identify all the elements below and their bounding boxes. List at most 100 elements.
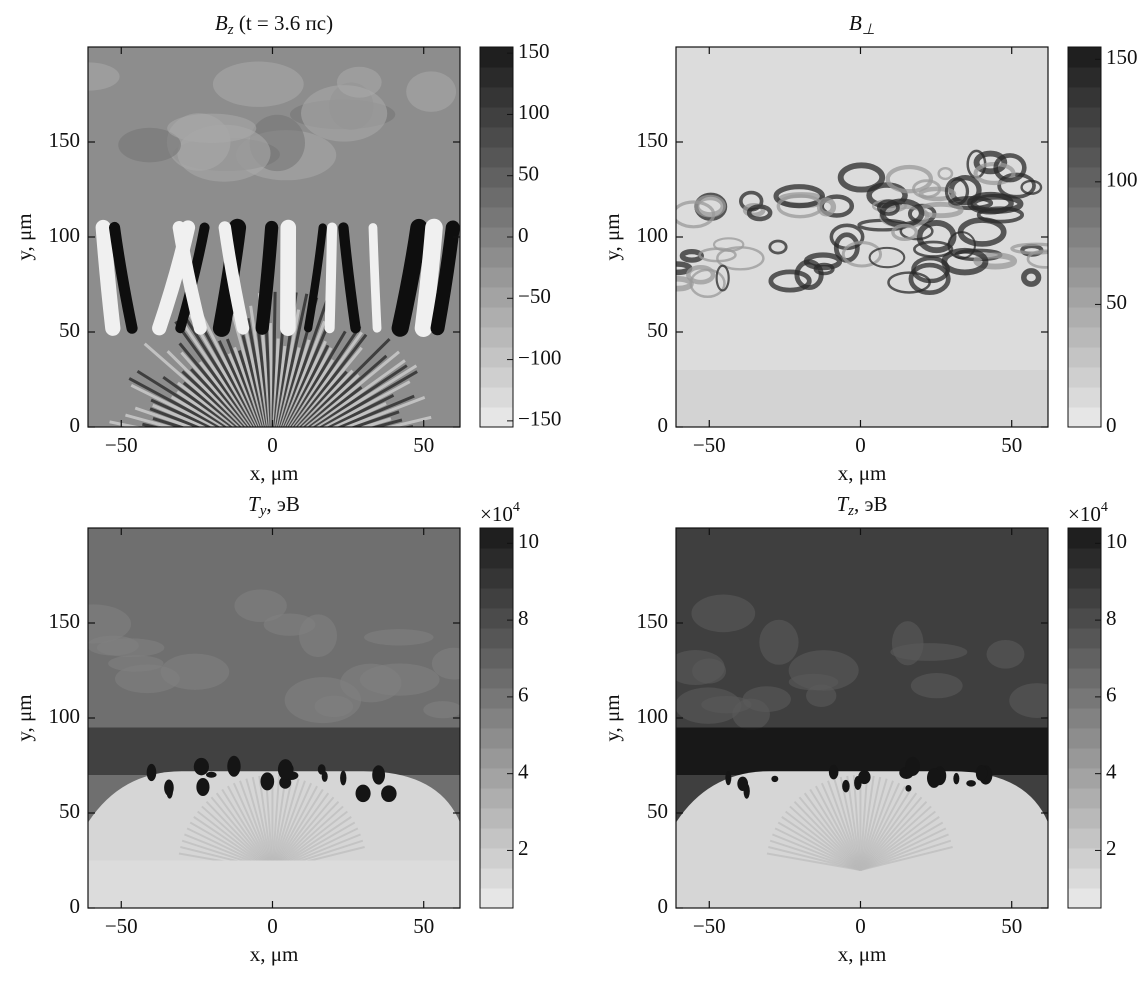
field-shading bbox=[300, 374, 360, 427]
colorbar-band bbox=[480, 387, 513, 408]
field-shading bbox=[331, 402, 387, 427]
colorbar-band bbox=[1068, 227, 1101, 248]
x-tick-label: 0 bbox=[855, 914, 866, 938]
colorbar-tick-label: 10 bbox=[1106, 529, 1127, 553]
colorbar-band bbox=[1068, 47, 1101, 68]
y-axis-label: y, μm bbox=[600, 213, 624, 260]
field-shading bbox=[816, 197, 837, 217]
field-shading bbox=[166, 350, 246, 427]
field-shading bbox=[355, 784, 371, 803]
colorbar-band bbox=[1068, 167, 1101, 188]
colorbar-band bbox=[1068, 147, 1101, 168]
field-shading bbox=[315, 364, 418, 427]
colorbar-tick-label: 100 bbox=[1106, 168, 1138, 192]
field-shading bbox=[916, 220, 957, 254]
field-shading bbox=[423, 701, 460, 719]
y-tick-label: 0 bbox=[70, 894, 81, 918]
field-shading bbox=[271, 792, 330, 871]
field-shading bbox=[182, 381, 241, 427]
field-shading bbox=[118, 127, 181, 163]
field-shading bbox=[277, 293, 309, 427]
field-shading bbox=[271, 810, 348, 871]
offset-base: ×10 bbox=[1068, 502, 1101, 526]
field-shading bbox=[292, 333, 368, 427]
field-shading bbox=[1010, 242, 1048, 255]
colorbar-offset: ×104 bbox=[1068, 500, 1108, 526]
field-shading bbox=[774, 827, 861, 871]
colorbar-band bbox=[480, 127, 513, 148]
title-symbol: T bbox=[836, 492, 849, 516]
title-symbol: T bbox=[248, 492, 261, 516]
field-shading bbox=[125, 413, 175, 427]
field-shading bbox=[95, 219, 121, 336]
y-axis-label: y, μm bbox=[12, 694, 36, 741]
colorbar-band bbox=[1068, 748, 1101, 769]
field-shading bbox=[828, 764, 839, 780]
panel-title: B⊥ bbox=[849, 11, 875, 39]
colorbar-frame bbox=[1067, 527, 1102, 909]
field-shading bbox=[860, 827, 947, 871]
field-shading bbox=[152, 417, 186, 427]
field-shading bbox=[268, 323, 274, 427]
field-shading bbox=[746, 204, 773, 222]
field-shading bbox=[271, 780, 306, 871]
colorbar-tick-label: 6 bbox=[1106, 683, 1117, 707]
heatmap bbox=[676, 528, 1048, 908]
y-axis-label: y, μm bbox=[600, 694, 624, 741]
x-tick-label: −50 bbox=[693, 914, 726, 938]
field-shading bbox=[1009, 683, 1048, 718]
field-shading bbox=[860, 846, 953, 871]
colorbar-band bbox=[480, 107, 513, 128]
field-shading bbox=[304, 223, 327, 333]
colorbar-tick-label: 4 bbox=[518, 759, 529, 783]
field-shading bbox=[839, 776, 862, 871]
title-subscript: ⊥ bbox=[862, 22, 875, 38]
field-shading bbox=[691, 594, 756, 633]
field-shading bbox=[249, 305, 270, 427]
title-subscript: y bbox=[258, 503, 267, 519]
field-shading bbox=[136, 369, 230, 427]
field-shading bbox=[813, 262, 835, 276]
field-shading bbox=[258, 775, 274, 871]
field-shading bbox=[970, 193, 1024, 214]
colorbar-tick-label: 4 bbox=[1106, 759, 1117, 783]
field-shading bbox=[245, 778, 274, 871]
field-shading bbox=[859, 776, 882, 871]
field-shading bbox=[725, 770, 732, 786]
field-shading bbox=[286, 347, 333, 427]
field-shading bbox=[291, 331, 363, 427]
field-shading bbox=[299, 337, 391, 427]
field-shading bbox=[178, 342, 251, 427]
field-shading bbox=[257, 331, 271, 427]
field-shading bbox=[271, 788, 324, 871]
colorbar-band bbox=[1068, 87, 1101, 108]
field-shading bbox=[172, 221, 207, 335]
y-tick-label: 0 bbox=[658, 413, 669, 437]
field-shading bbox=[986, 639, 1025, 669]
field-shading bbox=[301, 85, 388, 142]
colorbar-band bbox=[480, 347, 513, 368]
field-shading bbox=[180, 351, 250, 427]
field-shading bbox=[134, 436, 273, 456]
field-shading bbox=[143, 342, 243, 427]
field-shading bbox=[859, 816, 940, 871]
y-tick-label: 100 bbox=[637, 223, 669, 247]
field-shading bbox=[295, 370, 348, 427]
field-shading bbox=[188, 314, 258, 427]
y-tick-label: 150 bbox=[637, 128, 669, 152]
colorbar-band bbox=[1068, 267, 1101, 288]
x-tick-label: 50 bbox=[413, 433, 434, 457]
field-shading bbox=[162, 375, 236, 427]
title-symbol: B bbox=[849, 11, 862, 35]
colorbar-band bbox=[1068, 708, 1101, 729]
colorbar-tick-label: 8 bbox=[1106, 606, 1117, 630]
field-shading bbox=[287, 330, 347, 427]
field-shading bbox=[201, 805, 274, 871]
field-shading bbox=[859, 821, 944, 871]
y-tick-label: 100 bbox=[49, 223, 81, 247]
colorbar-band bbox=[1068, 868, 1101, 889]
x-tick-label: 0 bbox=[855, 433, 866, 457]
field-shading bbox=[285, 344, 330, 427]
field-shading bbox=[430, 220, 460, 336]
colorbar-band bbox=[480, 748, 513, 769]
